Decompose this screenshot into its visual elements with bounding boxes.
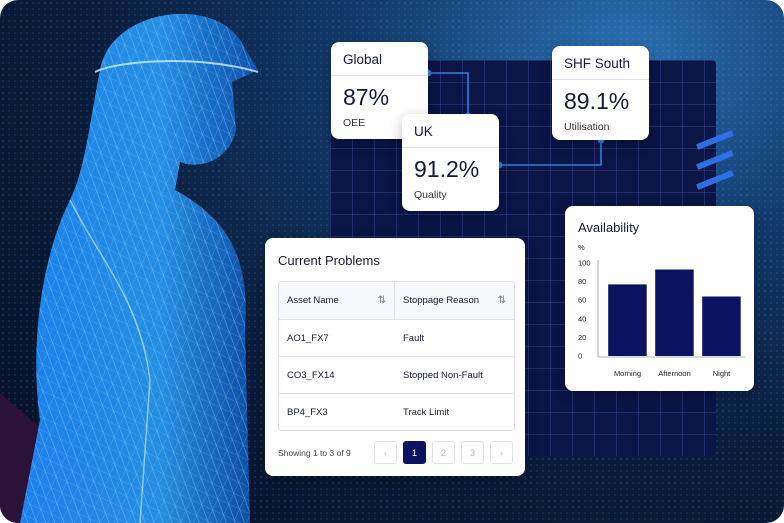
x-tick-label: Morning [614, 369, 641, 378]
kpi-title: SHF South [552, 46, 649, 80]
cell-stoppage-reason: Stopped Non-Fault [403, 369, 483, 381]
x-tick-label: Night [713, 369, 731, 378]
pagination-footer: Showing 1 to 3 of 9 ‹ 1 2 3 › [278, 441, 513, 464]
kpi-label: Quality [414, 189, 447, 201]
availability-chart-card: Availability % 0 20 40 60 80 100 Morning After… [565, 206, 754, 391]
page-button-3[interactable]: 3 [461, 441, 484, 464]
kpi-label: Utilisation [564, 121, 610, 133]
cell-stoppage-reason: Track Limit [403, 406, 450, 418]
y-axis-label: % [578, 243, 585, 252]
current-problems-card: Current Problems Asset Name ⇅ Stoppage R… [265, 238, 525, 476]
kpi-card-uk[interactable]: UK 91.2% Quality [402, 114, 499, 211]
y-tick-label: 100 [578, 259, 591, 268]
sort-arrows-icon[interactable]: ⇅ [497, 295, 506, 306]
bars [608, 269, 741, 357]
bar-afternoon[interactable] [655, 269, 694, 357]
column-header-label: Asset Name [287, 295, 339, 306]
card-title: Current Problems [278, 253, 380, 268]
y-axis-ticks: 0 20 40 60 80 100 [578, 259, 591, 361]
kpi-value: 89.1% [564, 88, 630, 114]
cell-asset-name: BP4_FX3 [287, 406, 328, 418]
kpi-value: 91.2% [414, 156, 480, 182]
column-header-asset-name[interactable]: Asset Name ⇅ [279, 282, 395, 319]
worker-silhouette [20, 13, 259, 523]
kpi-title: Global [331, 42, 428, 76]
y-tick-label: 0 [578, 352, 582, 361]
table-row[interactable]: AO1_FX7 Fault [279, 319, 514, 356]
sort-arrows-icon[interactable]: ⇅ [377, 295, 386, 306]
table-row[interactable]: CO3_FX14 Stopped Non-Fault [279, 356, 514, 393]
chart-title: Availability [578, 220, 640, 235]
kpi-card-shf-south[interactable]: SHF South 89.1% Utilisation [552, 46, 649, 140]
bar-night[interactable] [702, 296, 741, 357]
table-header-row: Asset Name ⇅ Stoppage Reason ⇅ [279, 282, 514, 319]
page-button-1[interactable]: 1 [403, 441, 426, 464]
y-tick-label: 80 [578, 277, 586, 286]
cell-asset-name: CO3_FX14 [287, 369, 335, 381]
y-tick-label: 40 [578, 314, 586, 323]
chevron-left-icon[interactable]: ‹ [374, 441, 397, 464]
y-tick-label: 20 [578, 333, 586, 342]
table-row[interactable]: BP4_FX3 Track Limit [279, 393, 514, 430]
problems-table: Asset Name ⇅ Stoppage Reason ⇅ AO1_FX7 F… [278, 281, 515, 431]
showing-count: Showing 1 to 3 of 9 [278, 447, 351, 458]
bar-morning[interactable] [608, 284, 647, 356]
page-button-2[interactable]: 2 [432, 441, 455, 464]
x-axis-ticks: Morning Afternoon Night [614, 369, 731, 378]
cell-stoppage-reason: Fault [403, 332, 425, 344]
kpi-value: 87% [343, 84, 390, 110]
column-header-label: Stoppage Reason [403, 295, 480, 306]
kpi-title: UK [402, 114, 499, 148]
decorative-stripes-icon [696, 130, 734, 190]
availability-bar-chart: % 0 20 40 60 80 100 Morning Afternoon Night [578, 243, 745, 378]
pagination: ‹ 1 2 3 › [374, 441, 513, 464]
kpi-label: OEE [343, 117, 366, 129]
x-tick-label: Afternoon [658, 369, 691, 378]
y-tick-label: 60 [578, 296, 586, 305]
chevron-right-icon[interactable]: › [490, 441, 513, 464]
cell-asset-name: AO1_FX7 [287, 332, 329, 344]
column-header-stoppage-reason[interactable]: Stoppage Reason ⇅ [395, 282, 514, 319]
